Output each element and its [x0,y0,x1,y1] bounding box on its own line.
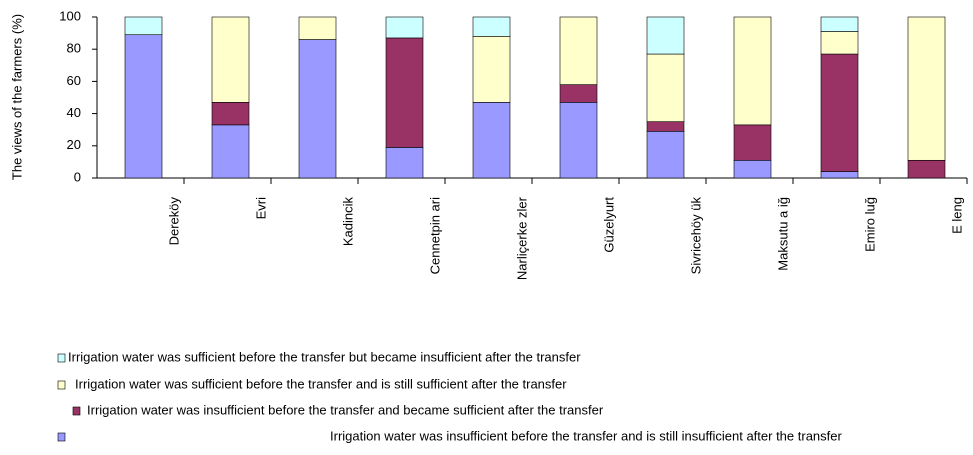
bar-segment [211,124,250,179]
y-tick-label: 20 [67,137,81,152]
x-tick-label: Kadincik [340,197,355,247]
bar-segment [733,159,772,179]
legend-swatch [57,353,66,363]
y-tick-label: 100 [59,8,81,23]
x-tick-label: Emiro luğ [862,197,877,252]
legend-swatch [57,380,66,390]
bar-segment [211,102,250,126]
x-tick-label: Cennetpin ari [427,197,442,274]
y-axis-label: The views of the farmers (%) [9,14,24,180]
x-tick-label: E leng [949,197,964,234]
legend-label: Irrigation water was sufficient before t… [68,349,581,364]
bar-segment [646,53,685,122]
bar-segment [646,16,685,55]
bar-segment [559,16,598,85]
legend-label: Irrigation water was sufficient before t… [75,376,567,391]
bar-segment [385,37,424,148]
bar-segment [472,16,511,37]
x-tick-label: Dereköy [166,197,181,246]
bar-segment [907,159,946,179]
bar-segment [820,31,859,55]
bar-segment [211,16,250,103]
bar-segment [472,102,511,179]
bar-segment [646,131,685,179]
bar-segment [559,102,598,179]
legend-label: Irrigation water was insufficient before… [87,402,604,417]
legend-label: Irrigation water was insufficient before… [330,428,842,443]
bar-segment [907,16,946,161]
y-tick-label: 40 [67,105,81,120]
legend-swatch [57,432,66,442]
bar-segment [124,34,163,179]
bar-segment [385,16,424,39]
bar-segment [820,16,859,32]
x-tick-label: Güzelyurt [601,197,616,253]
x-tick-label: Evri [253,197,268,220]
bar-segment [733,16,772,126]
bar-segment [820,53,859,172]
y-tick-label: 0 [74,169,81,184]
bar-segment [298,16,337,40]
x-tick-label: Sivricehöy ük [688,197,703,275]
bar-segment [472,36,511,103]
bar-segment [733,124,772,161]
bar-segment [559,84,598,103]
y-tick-label: 60 [67,73,81,88]
bar-segment [820,171,859,179]
y-tick-label: 80 [67,41,81,56]
legend-swatch [72,406,81,416]
bar-segment [385,147,424,179]
bar-segment [124,16,163,36]
x-tick-label: Narliçerke zler [514,196,529,280]
bar-segment [646,121,685,132]
x-tick-label: Maksutu a iğ [775,197,790,271]
bar-segment [298,39,337,179]
